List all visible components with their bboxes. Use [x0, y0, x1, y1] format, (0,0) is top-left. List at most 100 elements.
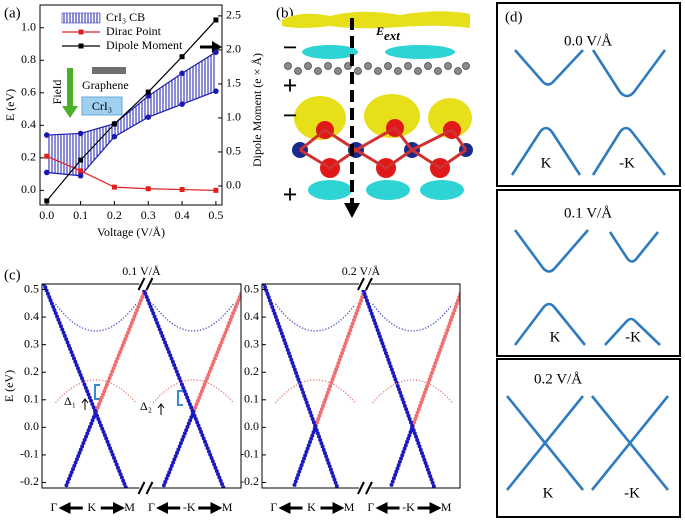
data-point	[111, 133, 118, 140]
cri3-label: CrI₃	[92, 99, 112, 113]
y-tick-label: 0.2	[244, 364, 259, 378]
data-point	[145, 93, 152, 99]
valley-label: -K	[624, 485, 640, 501]
y-tick-label: 0.1	[24, 392, 39, 406]
y-tick-label: -0.2	[240, 474, 259, 488]
valley-schematics: 0.0 V/Å K -K 0.1 V/Å K -K 0.2 V/Å K -K	[496, 2, 681, 518]
band-line	[275, 303, 356, 332]
data-point	[77, 130, 84, 137]
data-point	[213, 17, 219, 23]
y2-axis-label: Dipole Moment (e × Å)	[250, 53, 264, 167]
conduction-band	[608, 231, 660, 263]
panel-label: (d)	[505, 9, 523, 25]
valence-band	[513, 302, 587, 346]
axis-break	[357, 277, 373, 291]
charge-density	[308, 180, 352, 200]
band-line	[152, 303, 234, 332]
x-tick-label: 0.0	[39, 208, 54, 222]
data-point	[111, 184, 117, 190]
charge-sign: −	[283, 101, 298, 130]
charge-sign: −	[283, 33, 298, 62]
y-tick-label: 0.2	[24, 364, 39, 378]
dirac-cone	[590, 395, 670, 491]
y-tick-label: 0.5	[24, 281, 39, 295]
axis-break	[137, 277, 154, 291]
field-label: Field	[50, 80, 64, 105]
x-axis-label: Voltage (V/Å)	[97, 225, 165, 239]
charge-density	[366, 180, 410, 200]
band-line	[191, 410, 226, 488]
data-point	[145, 89, 151, 95]
y-tick-label: 0.2	[21, 150, 36, 164]
band-line	[313, 424, 340, 488]
legend-label: Dipole Moment	[106, 38, 183, 52]
k-point-label: Γ	[270, 500, 277, 514]
k-point-label: -K	[402, 500, 415, 514]
band-line	[93, 410, 129, 488]
data-point	[78, 157, 84, 163]
k-point-label: K	[87, 500, 96, 514]
gap-label: Δ₂	[140, 399, 152, 413]
band-line	[152, 379, 234, 404]
charge-density	[302, 45, 358, 59]
y-tick-label: 0.3	[244, 336, 259, 350]
gap-label: Δ₁	[64, 394, 76, 408]
band-line	[359, 284, 415, 488]
series-line	[46, 19, 217, 202]
y-tick-label: 0.0	[244, 419, 259, 433]
conduction-band	[513, 229, 589, 273]
charge-density	[385, 45, 455, 59]
k-point-label: -K	[183, 500, 196, 514]
data-point	[179, 101, 185, 107]
chart-title: 0.2 V/Å	[342, 264, 381, 278]
k-point-label: M	[124, 500, 135, 514]
y-tick-label: 0.0	[21, 182, 36, 196]
graphene-label: Graphene	[82, 78, 129, 92]
band-line	[275, 379, 356, 404]
data-point	[179, 54, 185, 60]
y-axis-label: E (eV)	[2, 370, 16, 402]
k-point-label: Γ	[367, 500, 374, 514]
valley-label: -K	[625, 329, 641, 345]
schematic-box	[496, 358, 681, 518]
x-tick-label: 0.5	[208, 208, 223, 222]
band-line	[372, 379, 453, 404]
data-point	[179, 187, 185, 193]
series-line	[46, 155, 216, 191]
x-tick-label: 0.3	[141, 208, 156, 222]
axis-break	[137, 481, 154, 495]
y-tick-label: 0.0	[24, 419, 39, 433]
x-tick-label: 0.4	[175, 208, 190, 222]
band-line	[93, 284, 150, 415]
dirac-cone	[505, 395, 585, 491]
charge-density	[282, 11, 470, 29]
band-area	[46, 52, 216, 176]
valley-label: K	[543, 485, 554, 501]
valley-label: -K	[619, 155, 635, 171]
k-point-label: M	[441, 500, 452, 514]
data-point	[77, 172, 84, 179]
valence-band	[604, 317, 661, 346]
band-plot	[42, 284, 241, 488]
legend-swatch	[78, 29, 84, 35]
data-point	[43, 132, 50, 138]
conduction-band	[514, 49, 584, 86]
field-symbol: Eext	[375, 24, 400, 43]
data-point	[213, 49, 219, 55]
graphene-layer	[284, 62, 470, 75]
y-tick-label: -0.2	[20, 474, 39, 488]
legend-label: CrI₃ CB	[106, 10, 145, 24]
chart-title: 0.1 V/Å	[122, 264, 161, 278]
y2-tick-label: 1.0	[226, 110, 241, 124]
charge-sign: +	[283, 180, 298, 209]
y-tick-label: 0.3	[24, 336, 39, 350]
legend-label: Dirac Point	[106, 24, 162, 38]
data-point	[44, 153, 50, 159]
data-point	[145, 186, 151, 192]
y2-tick-label: 0.5	[226, 144, 241, 158]
band-line	[139, 284, 196, 488]
gap-arrow	[157, 403, 165, 415]
schematic-title: 0.1 V/Å	[564, 205, 612, 221]
gap-bracket	[94, 384, 100, 400]
y-tick-label: 0.8	[21, 52, 36, 66]
